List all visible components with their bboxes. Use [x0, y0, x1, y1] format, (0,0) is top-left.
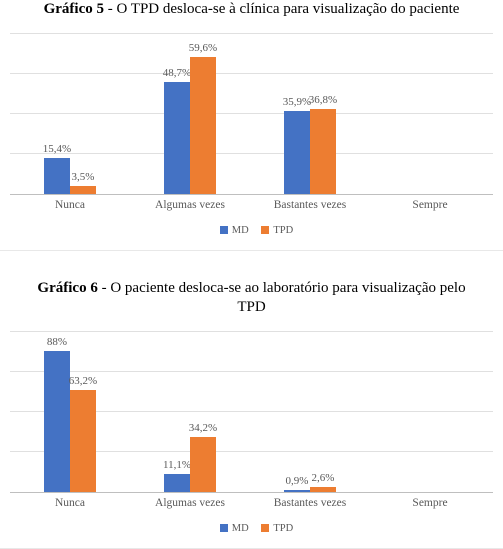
data-label: 63,2%	[69, 375, 97, 387]
chart-6-x-axis: Nunca Algumas vezes Bastantes vezes Semp…	[10, 493, 493, 515]
chart-6-plot: 88% 63,2% 11,1% 34,2% 0,9%2,6%	[10, 332, 493, 493]
legend-swatch-md	[220, 226, 228, 234]
data-label: 48,7%	[163, 67, 191, 79]
data-label: 88%	[47, 336, 67, 348]
bar-md	[284, 490, 310, 491]
x-label: Bastantes vezes	[250, 497, 370, 509]
chart-6-title-rest: - O paciente desloca-se ao laboratório p…	[98, 280, 466, 316]
chart-5: Gráfico 5 - O TPD desloca-se à clínica p…	[0, 0, 503, 251]
bar-md	[44, 158, 70, 193]
chart-5-title-prefix: Gráfico 5	[44, 1, 104, 17]
data-label: 34,2%	[189, 422, 217, 434]
x-label: Algumas vezes	[130, 497, 250, 509]
chart-6-legend: MD TPD	[0, 515, 503, 549]
x-label: Bastantes vezes	[250, 199, 370, 211]
chart-5-title: Gráfico 5 - O TPD desloca-se à clínica p…	[0, 0, 503, 20]
bar-md	[44, 351, 70, 492]
x-label: Sempre	[370, 199, 490, 211]
legend-label-tpd: TPD	[273, 225, 293, 236]
data-label: 15,4%	[43, 143, 71, 155]
data-label: 11,1%	[163, 459, 191, 471]
bar-md	[284, 111, 310, 193]
data-label: 3,5%	[72, 171, 95, 183]
legend-swatch-tpd	[261, 226, 269, 234]
data-label: 2,6%	[312, 472, 335, 484]
chart-6-title: Gráfico 6 - O paciente desloca-se ao lab…	[0, 279, 503, 318]
data-label: 35,9%	[283, 96, 311, 108]
data-label: 36,8%	[309, 94, 337, 106]
x-label: Nunca	[10, 497, 130, 509]
legend-label-md: MD	[232, 523, 249, 534]
chart-6-title-prefix: Gráfico 6	[37, 280, 97, 296]
data-label: 0,9%	[286, 475, 309, 487]
bar-tpd	[70, 390, 96, 491]
chart-5-title-rest: - O TPD desloca-se à clínica para visual…	[104, 1, 459, 17]
bar-md	[164, 474, 190, 492]
bar-md	[164, 82, 190, 193]
x-label: Nunca	[10, 199, 130, 211]
bar-tpd	[70, 186, 96, 194]
bar-tpd	[310, 109, 336, 193]
bar-tpd	[190, 57, 216, 193]
legend-swatch-tpd	[261, 524, 269, 532]
legend-swatch-md	[220, 524, 228, 532]
bar-tpd	[310, 487, 336, 491]
legend-label-md: MD	[232, 225, 249, 236]
chart-5-x-axis: Nunca Algumas vezes Bastantes vezes Semp…	[10, 195, 493, 217]
x-label: Sempre	[370, 497, 490, 509]
chart-5-plot: 15,4% 3,5% 48,7% 59,6% 35,9%36,8%	[10, 34, 493, 195]
bar-tpd	[190, 437, 216, 492]
x-label: Algumas vezes	[130, 199, 250, 211]
chart-5-legend: MD TPD	[0, 217, 503, 251]
data-label: 59,6%	[189, 42, 217, 54]
chart-6: Gráfico 6 - O paciente desloca-se ao lab…	[0, 279, 503, 549]
legend-label-tpd: TPD	[273, 523, 293, 534]
